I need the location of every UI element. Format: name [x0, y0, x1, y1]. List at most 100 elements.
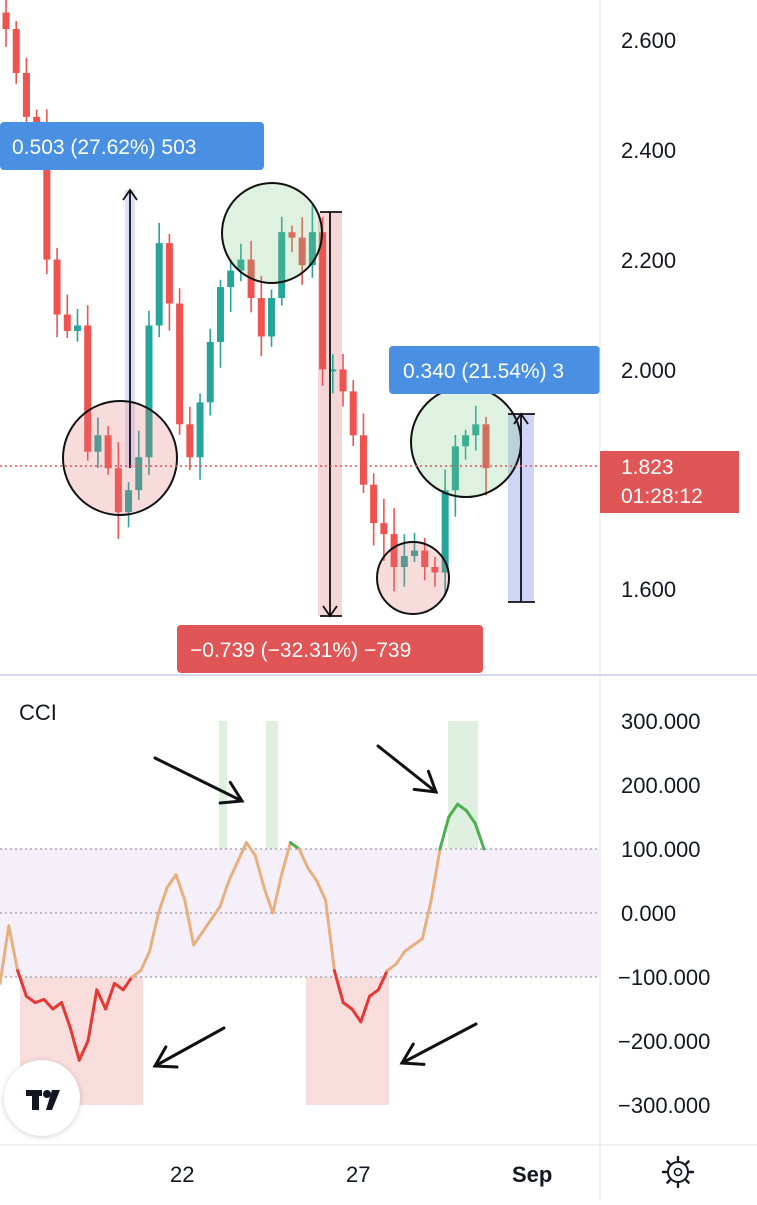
cci-segment: [429, 847, 442, 902]
candle: [94, 417, 102, 468]
cci-segment: [253, 853, 266, 889]
candle: [135, 430, 143, 500]
candle: [319, 217, 327, 386]
cci-segment: [403, 943, 416, 953]
cci-segment: [412, 937, 424, 947]
cci-segment: [218, 879, 231, 909]
candle: [390, 508, 398, 592]
time-tick-label: 27: [346, 1162, 370, 1187]
cci-segment: [341, 1001, 354, 1011]
cci-segment: [306, 866, 319, 883]
circle-annotation[interactable]: [410, 386, 522, 498]
cci-tick-label: −200.000: [618, 1029, 710, 1054]
candle: [370, 473, 378, 546]
measure-arrow[interactable]: [320, 211, 342, 618]
cci-segment: [324, 898, 336, 973]
cci-segment: [227, 860, 240, 883]
cci-segment: [165, 873, 178, 889]
measure-arrow[interactable]: [508, 412, 535, 603]
candle: [114, 442, 122, 539]
price-tick-label: 1.600: [621, 577, 676, 602]
candle: [73, 309, 81, 342]
circle-annotation[interactable]: [62, 400, 178, 516]
candle: [63, 294, 71, 339]
cci-segment: [456, 802, 468, 813]
candle: [22, 57, 30, 134]
cci-tick-label: −300.000: [618, 1093, 710, 1118]
candle: [84, 305, 92, 461]
candle: [53, 247, 61, 338]
cci-segment: [394, 949, 407, 966]
cci-scale[interactable]: 300.000 200.000 100.000 0.000 −100.000 −…: [618, 709, 710, 1118]
price-candles[interactable]: [2, 0, 490, 595]
cci-segment: [376, 969, 389, 992]
candle: [339, 354, 347, 407]
measure-label-second-text: −0.739 (−32.31%) −739: [190, 639, 411, 662]
measure-label-third[interactable]: 0.340 (21.54%) 3: [389, 346, 600, 394]
overbought-zone: [448, 721, 478, 849]
cci-segment: [130, 969, 143, 979]
time-tick-label: 22: [170, 1162, 194, 1187]
cci-segment: [200, 917, 213, 934]
candle: [12, 20, 20, 84]
cci-line: [0, 802, 486, 1062]
candle: [176, 288, 184, 435]
circle-annotation[interactable]: [376, 541, 450, 615]
candle: [145, 310, 153, 475]
cci-segment: [209, 905, 222, 921]
cci-segment: [148, 911, 160, 953]
tradingview-logo-icon[interactable]: [4, 1060, 80, 1136]
candle: [2, 0, 10, 47]
candle: [257, 275, 265, 357]
candle: [472, 405, 480, 451]
pointer-arrow[interactable]: [376, 744, 439, 794]
candle: [165, 233, 173, 331]
cci-segment: [51, 1001, 64, 1011]
cci-segment: [420, 898, 433, 941]
pointer-arrow[interactable]: [399, 1022, 478, 1066]
candle: [104, 425, 112, 475]
price-tick-label: 2.000: [621, 358, 676, 383]
cci-segment: [174, 873, 187, 902]
cci-segment: [112, 981, 125, 992]
overbought-zone: [219, 721, 227, 849]
circle-annotation[interactable]: [221, 182, 323, 284]
pointer-arrow[interactable]: [153, 756, 245, 805]
cci-tick-label: 200.000: [621, 773, 701, 798]
cci-segment: [464, 809, 477, 825]
cci-segment: [95, 988, 108, 1011]
cci-segment: [332, 969, 345, 1005]
cci-segment: [271, 873, 284, 915]
cci-segment: [104, 981, 116, 1011]
cci-segment: [139, 949, 152, 973]
pointer-arrow[interactable]: [152, 1026, 226, 1069]
candle: [206, 328, 214, 416]
price-annotations[interactable]: [62, 182, 535, 618]
measure-arrow[interactable]: [122, 188, 138, 468]
cci-arrows: [152, 744, 478, 1069]
gear-icon[interactable]: [661, 1155, 695, 1189]
cci-segment: [385, 962, 398, 973]
time-axis[interactable]: 22 27 Sep: [0, 1144, 757, 1187]
last-price-value: 1.823: [621, 456, 674, 479]
cci-segment: [7, 924, 20, 973]
cci-tick-label: 100.000: [621, 837, 701, 862]
price-scale[interactable]: 2.600 2.400 2.200 2.000 1.600: [599, 0, 757, 1200]
candle: [451, 434, 459, 517]
cci-tick-label: 300.000: [621, 709, 701, 734]
cci-segment: [60, 1001, 72, 1030]
measure-label-second[interactable]: −0.739 (−32.31%) −739: [177, 625, 483, 673]
countdown-timer: 01:28:12: [621, 485, 703, 508]
time-tick-label: Sep: [512, 1162, 552, 1187]
cci-segment: [77, 1039, 90, 1062]
candle: [329, 354, 337, 394]
measure-label-first-text: 0.503 (27.62%) 503: [12, 136, 196, 159]
candle: [278, 216, 286, 306]
cci-segment: [244, 841, 257, 857]
measure-label-first[interactable]: 0.503 (27.62%) 503: [0, 122, 264, 170]
candle: [421, 537, 429, 581]
cci-segment: [288, 841, 301, 851]
candle: [482, 416, 490, 496]
